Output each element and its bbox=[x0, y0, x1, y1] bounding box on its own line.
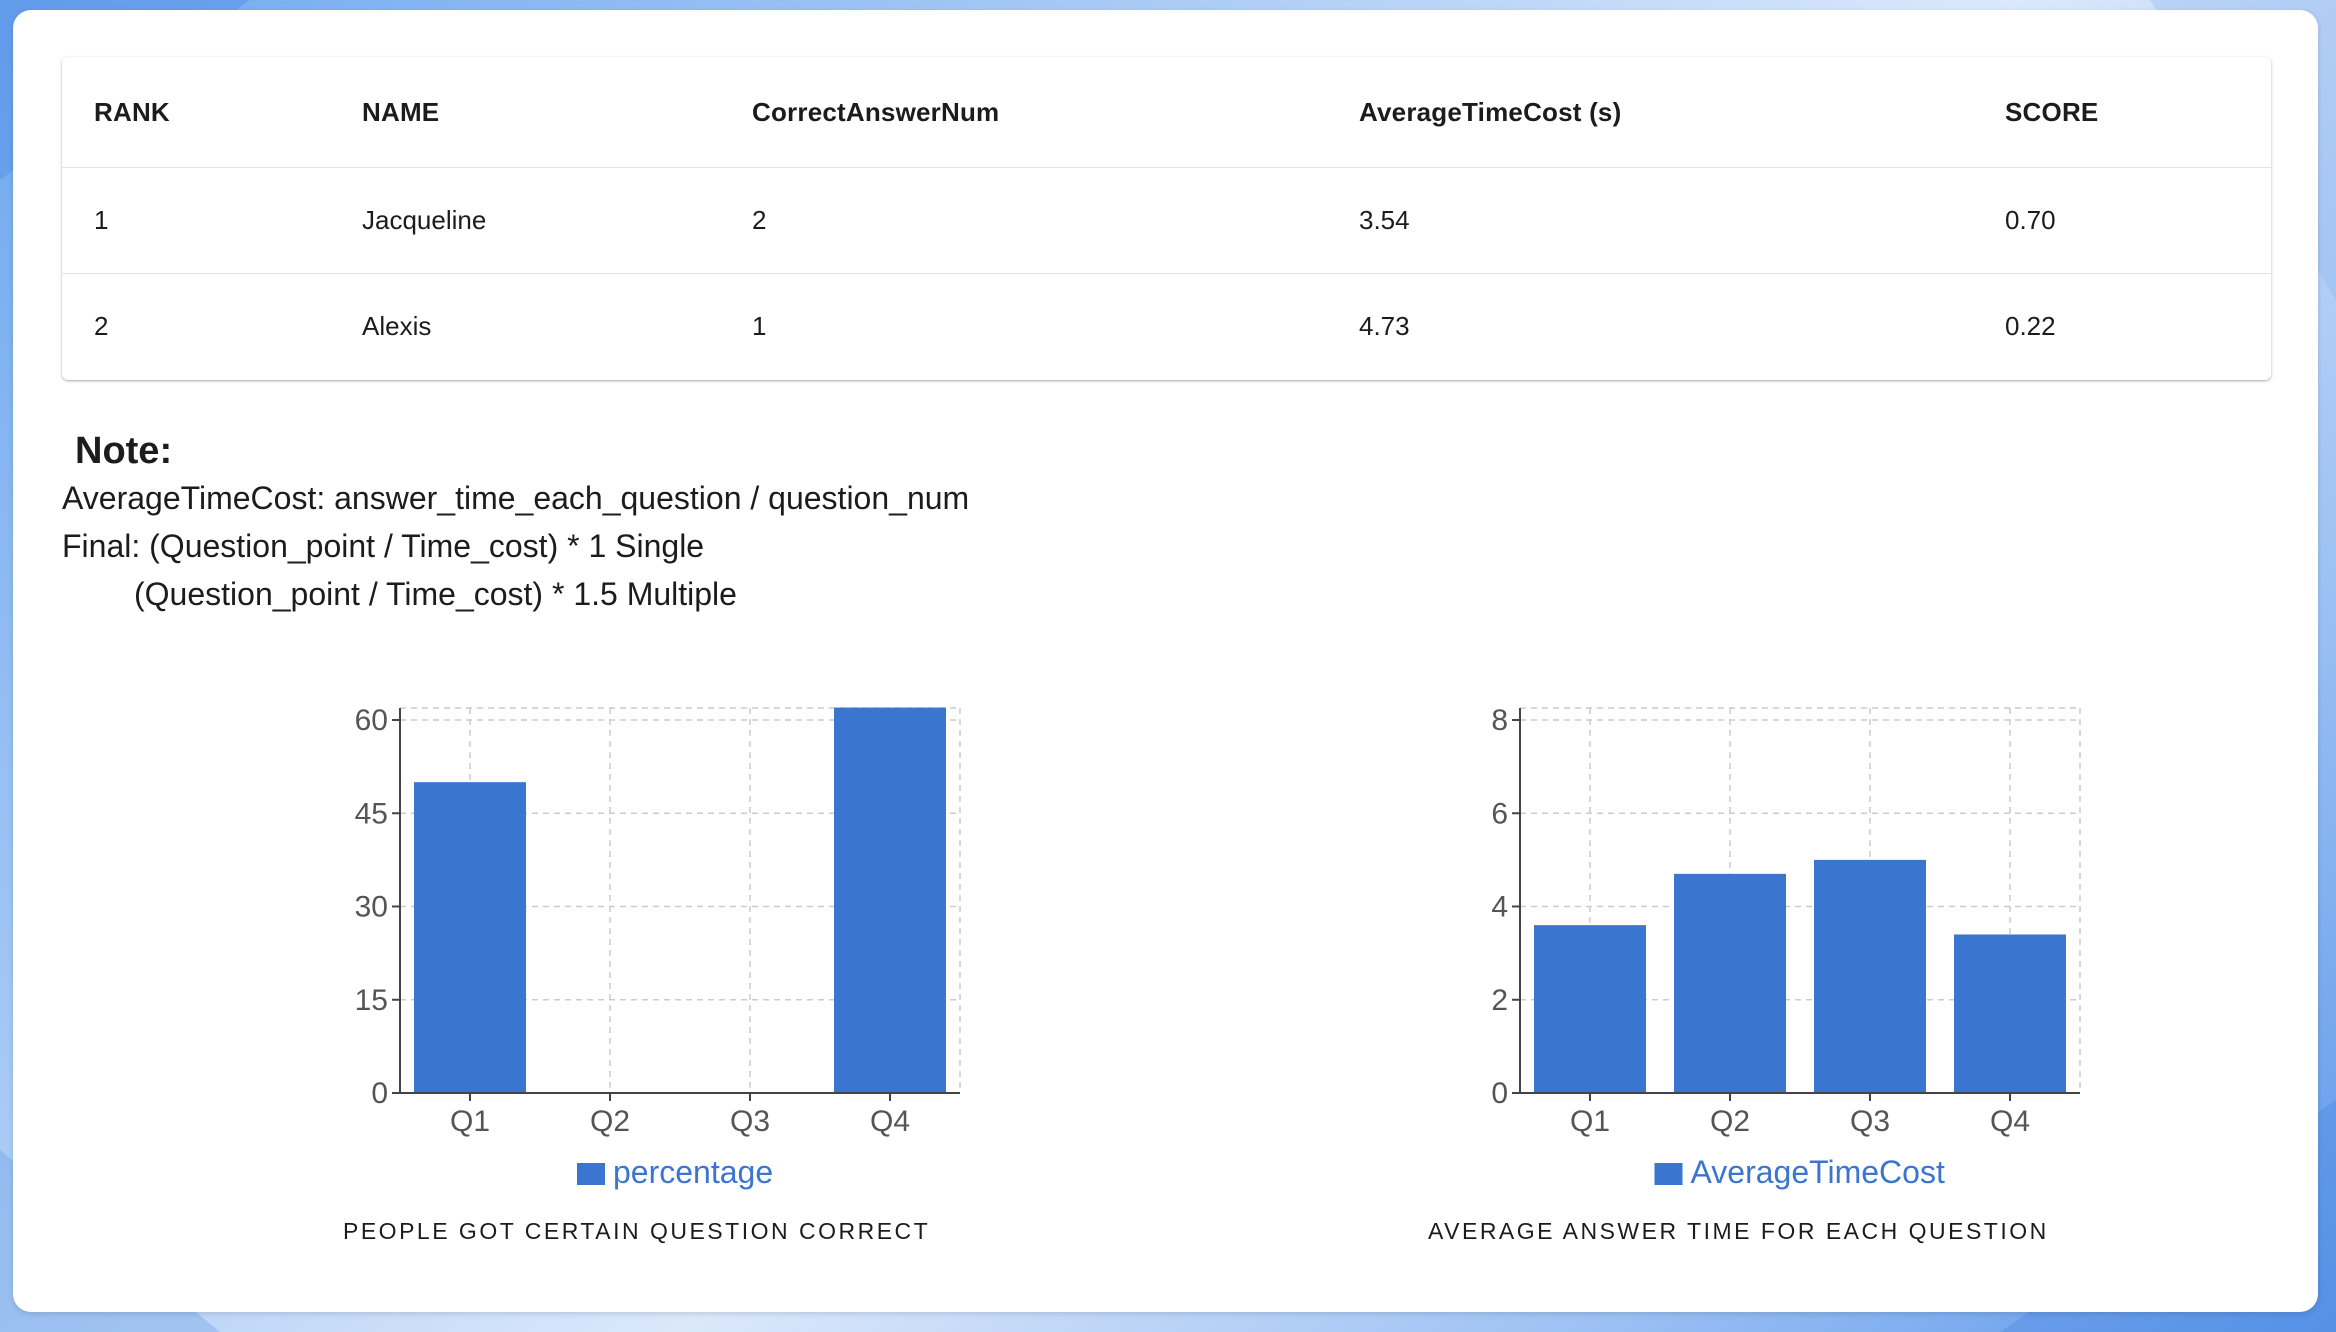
x-tick-label: Q2 bbox=[590, 1105, 630, 1138]
x-tick-label: Q3 bbox=[1850, 1105, 1890, 1138]
leaderboard-table: RANK NAME CorrectAnswerNum AverageTimeCo… bbox=[62, 57, 2271, 379]
x-tick-label: Q2 bbox=[1710, 1105, 1750, 1138]
chart-caption-average-time: AVERAGE ANSWER TIME FOR EACH QUESTION bbox=[1428, 1218, 2049, 1244]
cell-average-time-cost: 4.73 bbox=[1359, 311, 1410, 341]
note-line-final-single: Final: (Question_point / Time_cost) * 1 … bbox=[62, 528, 705, 564]
cell-rank: 1 bbox=[62, 167, 330, 274]
chart-caption-percentage: PEOPLE GOT CERTAIN QUESTION CORRECT bbox=[343, 1218, 931, 1244]
cell-name: Jacqueline bbox=[330, 167, 720, 274]
y-tick-label: 0 bbox=[1491, 1077, 1508, 1110]
bar-q2 bbox=[1674, 873, 1786, 1093]
results-card: RANK NAME CorrectAnswerNum AverageTimeCo… bbox=[13, 10, 2318, 1312]
column-header-rank: RANK bbox=[62, 57, 330, 168]
legend-swatch bbox=[1654, 1163, 1683, 1185]
bar-q1 bbox=[414, 782, 526, 1093]
bar-q4 bbox=[834, 707, 946, 1093]
column-header-score: SCORE bbox=[1973, 57, 2271, 168]
bar-q3 bbox=[1814, 859, 1926, 1093]
x-tick-label: Q1 bbox=[1570, 1105, 1610, 1138]
y-tick-label: 15 bbox=[355, 984, 388, 1017]
cell-score: 0.70 bbox=[1973, 167, 2271, 274]
note-line-final-multiple: (Question_point / Time_cost) * 1.5 Multi… bbox=[134, 576, 737, 612]
cell-average-time-cost: 3.54 bbox=[1327, 167, 1973, 274]
cell-correct-answer-num: 2 bbox=[720, 167, 1327, 274]
average-time-bar-chart: 0 2 4 6 8 Q1 Q2 Q3 Q4 AverageTimeCost bbox=[1491, 704, 2081, 1190]
cell-correct-answer-num: 1 bbox=[752, 311, 767, 341]
cell-rank: 2 bbox=[94, 311, 109, 341]
y-tick-label: 4 bbox=[1491, 891, 1508, 924]
y-tick-label: 30 bbox=[355, 891, 388, 924]
column-header-name: NAME bbox=[330, 57, 720, 168]
column-header-average-time-cost: AverageTimeCost (s) bbox=[1327, 57, 1973, 168]
percentage-bar-chart: 0 15 30 45 60 Q1 Q2 Q3 Q4 percentage bbox=[355, 704, 961, 1190]
legend-swatch bbox=[577, 1163, 605, 1185]
column-header-correct-answer-num: CorrectAnswerNum bbox=[720, 57, 1327, 168]
x-tick-label: Q3 bbox=[730, 1105, 770, 1138]
table-row: 1 Jacqueline 2 3.54 0.70 bbox=[62, 167, 2271, 274]
table-row: 2 Alexis 1 4.73 0.22 bbox=[62, 274, 2271, 380]
x-tick-label: Q4 bbox=[870, 1105, 910, 1138]
leaderboard-table-container: RANK NAME CorrectAnswerNum AverageTimeCo… bbox=[62, 57, 2271, 380]
bar-q4 bbox=[1954, 934, 2066, 1093]
table-header-row: RANK NAME CorrectAnswerNum AverageTimeCo… bbox=[62, 57, 2271, 168]
cell-score: 0.22 bbox=[2005, 311, 2056, 341]
legend-label: percentage bbox=[613, 1154, 773, 1190]
y-tick-label: 8 bbox=[1491, 704, 1508, 737]
y-tick-label: 60 bbox=[355, 704, 388, 737]
x-tick-label: Q1 bbox=[450, 1105, 490, 1138]
note-line-average-time-cost: AverageTimeCost: answer_time_each_questi… bbox=[62, 480, 970, 516]
bar-q1 bbox=[1534, 925, 1646, 1093]
x-tick-label: Q4 bbox=[1990, 1105, 2030, 1138]
y-tick-label: 6 bbox=[1491, 797, 1508, 830]
legend-label: AverageTimeCost bbox=[1691, 1154, 1945, 1190]
y-tick-label: 45 bbox=[355, 797, 388, 830]
y-tick-label: 2 bbox=[1491, 984, 1508, 1017]
cell-name: Alexis bbox=[362, 311, 432, 341]
y-tick-label: 0 bbox=[371, 1077, 388, 1110]
note-title: Note: bbox=[75, 430, 173, 472]
